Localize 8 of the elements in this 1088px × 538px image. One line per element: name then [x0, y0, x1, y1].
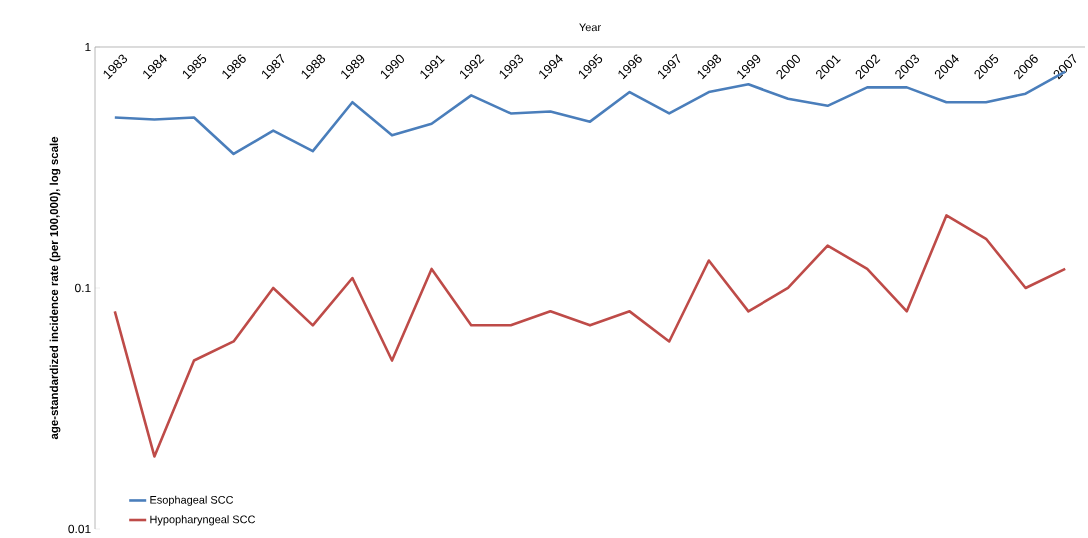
x-axis-title: Year: [579, 23, 601, 32]
line-series: [113, 214, 1067, 458]
legend-label: Hypopharyngeal SCC: [150, 515, 256, 526]
y-tick-label: 1: [85, 42, 91, 52]
y-tick-label: 0.1: [75, 283, 91, 293]
y-axis-title: age-standardized incidence rate (per 100,000), log scale: [49, 136, 61, 440]
legend-label: Esophageal SCC: [150, 495, 234, 506]
y-tick-label: 0.01: [68, 524, 91, 534]
